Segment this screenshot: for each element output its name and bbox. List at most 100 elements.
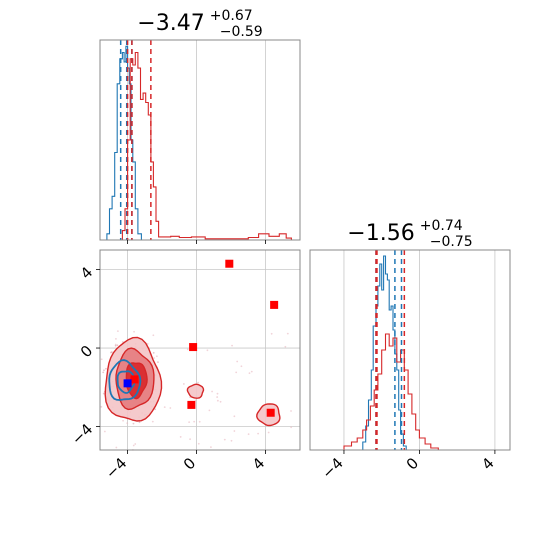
sample-point	[114, 344, 117, 347]
sample-point	[163, 406, 166, 409]
x-tick-label: −4	[102, 454, 130, 482]
sample-point	[197, 381, 199, 384]
sample-point	[116, 344, 119, 347]
sample-point	[152, 334, 155, 337]
sample-point	[223, 438, 226, 441]
sample-point	[216, 396, 219, 398]
sample-point	[132, 444, 135, 447]
histogram-panel-top-left: −3.47 +0.67 −0.59	[99, 5, 301, 244]
sample-point	[102, 371, 105, 374]
sample-point	[122, 419, 124, 422]
sample-point	[290, 426, 293, 429]
y-tick-label: 0	[77, 342, 96, 361]
x-tick-label: 0	[403, 454, 422, 473]
sample-point	[286, 332, 289, 335]
sample-point	[151, 420, 154, 423]
sample-point	[240, 365, 243, 368]
sample-point	[134, 443, 137, 445]
title-median: −1.56	[347, 221, 414, 246]
title-plus: +0.67	[210, 8, 253, 24]
sample-point	[219, 400, 222, 403]
sample-point	[102, 392, 105, 395]
sample-point	[194, 399, 197, 402]
sample-point	[206, 349, 209, 352]
blue-contour	[116, 370, 136, 394]
red-square-marker	[187, 400, 196, 409]
x-tick-label: −4	[318, 454, 346, 482]
panel-frame-bottom-right	[309, 249, 511, 451]
panel-frame-top-left	[99, 39, 301, 241]
sample-point	[235, 371, 238, 374]
y-tick-label: −4	[68, 420, 96, 448]
panel-title-bottom-right: −1.56 +0.74 −0.75	[347, 215, 472, 250]
sample-point	[115, 446, 118, 449]
sample-point	[103, 430, 106, 433]
sample-point	[189, 438, 191, 441]
histogram-series-1	[336, 333, 439, 451]
sample-point	[247, 433, 250, 436]
sample-point	[152, 351, 155, 354]
sample-point	[208, 409, 211, 412]
sample-point	[116, 330, 119, 333]
sample-point	[100, 405, 103, 408]
sample-point	[103, 369, 105, 372]
x-tick-label: 0	[180, 454, 199, 473]
x-tick-label: 4	[249, 454, 268, 473]
sample-point	[233, 415, 236, 418]
sample-point	[267, 431, 270, 434]
sample-point	[115, 337, 117, 340]
sample-point	[105, 367, 107, 370]
panel-frame-bottom-left	[99, 249, 301, 451]
sample-point	[248, 372, 251, 375]
sample-point	[169, 407, 172, 409]
red-square-marker	[270, 300, 279, 309]
sample-point	[230, 439, 233, 442]
sample-point	[216, 392, 219, 395]
histogram-series-0	[101, 45, 142, 241]
red-contour	[186, 383, 205, 399]
sample-point	[138, 421, 141, 424]
sample-point	[126, 422, 129, 425]
histogram-panel-bottom-right: −4 0 4 −1.56 +0.74 −0.75	[309, 215, 511, 482]
sample-point	[188, 421, 191, 423]
red-square-marker	[225, 259, 234, 268]
sample-point	[179, 436, 182, 438]
y-tick-label: 4	[77, 263, 96, 282]
red-square-marker	[266, 408, 275, 417]
sample-point	[186, 348, 189, 351]
sample-point	[100, 358, 103, 361]
sample-point	[132, 422, 135, 425]
red-square-marker	[189, 343, 198, 352]
blue-square-marker	[123, 379, 132, 388]
sample-point	[198, 420, 201, 423]
title-minus: −0.75	[430, 234, 473, 250]
x-tick-label: 4	[478, 454, 497, 473]
sample-point	[133, 330, 135, 333]
sample-point	[216, 399, 219, 402]
sample-point	[153, 357, 155, 359]
sample-point	[193, 420, 196, 423]
sample-point	[197, 442, 200, 445]
sample-point	[284, 345, 287, 348]
sample-point	[182, 383, 185, 385]
panel-title-top-left: −3.47 +0.67 −0.59	[137, 5, 262, 40]
sample-point	[236, 360, 239, 363]
sample-point	[146, 343, 149, 345]
sample-point	[211, 390, 213, 393]
sample-point	[290, 410, 292, 412]
histogram-series-0	[359, 255, 407, 451]
sample-point	[155, 355, 158, 358]
sample-point	[231, 344, 233, 347]
sample-point	[257, 432, 260, 435]
title-plus: +0.74	[420, 218, 463, 234]
sample-point	[210, 446, 212, 449]
sample-point	[157, 361, 159, 364]
blue-contour	[108, 359, 142, 401]
title-minus: −0.59	[220, 24, 263, 40]
sample-point	[154, 408, 157, 411]
sample-point	[270, 332, 273, 335]
sample-point	[110, 351, 113, 353]
title-median: −3.47	[137, 11, 204, 36]
